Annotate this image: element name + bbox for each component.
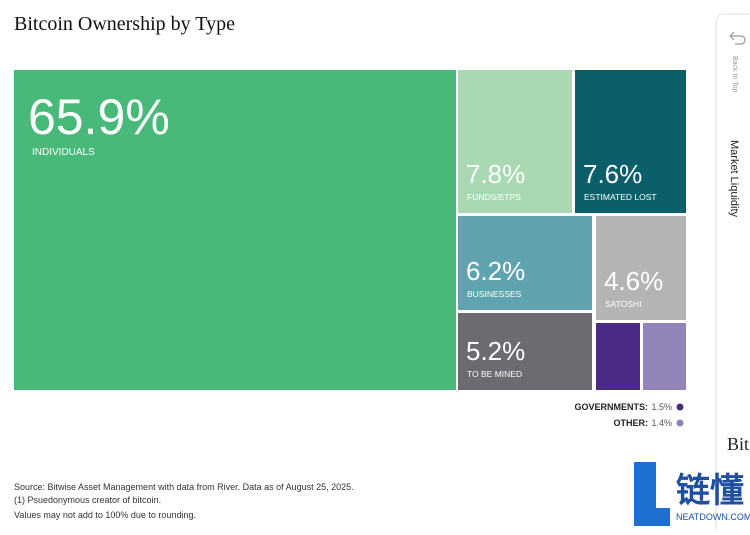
note: (1) Psuedonymous creator of bitcoin. <box>14 495 161 505</box>
tile <box>575 70 686 213</box>
category-label: FUNDS/ETPS <box>467 192 521 202</box>
back-to-top[interactable]: Back to Top <box>731 56 738 93</box>
note: Values may not add to 100% due to roundi… <box>14 510 196 520</box>
tile <box>643 323 686 390</box>
value-label: 4.6% <box>604 266 663 296</box>
legend-swatch <box>676 403 684 411</box>
category-label: INDIVIDUALS <box>32 147 95 158</box>
tile <box>458 70 572 213</box>
back-icon[interactable] <box>729 31 746 45</box>
note: Source: Bitwise Asset Management with da… <box>14 482 354 492</box>
tile <box>458 216 592 310</box>
watermark-name: 链懂 <box>676 472 744 510</box>
value-label: 7.8% <box>466 159 525 189</box>
watermark-site: NEATDOWN.COM <box>676 512 750 522</box>
side-panel: Back to Top Market Liquidity Bit <box>715 13 750 535</box>
value-label: 6.2% <box>466 256 525 286</box>
value-label: 65.9% <box>28 89 170 145</box>
next-section[interactable]: Bit <box>727 434 749 454</box>
legend-swatch <box>676 419 684 427</box>
section-link[interactable]: Market Liquidity <box>728 140 740 218</box>
legend-label: OTHER: <box>614 418 649 428</box>
tile <box>458 313 592 390</box>
tile <box>596 216 686 320</box>
tile <box>596 323 640 390</box>
category-label: SATOSHI <box>605 299 642 309</box>
category-label: BUSINESSES <box>467 289 522 299</box>
chart-title: Bitcoin Ownership by Type <box>14 13 235 35</box>
category-label: ESTIMATED LOST <box>584 192 657 202</box>
legend-label: GOVERNMENTS: <box>574 402 648 412</box>
value-label: 7.6% <box>583 159 642 189</box>
legend-value: 1.4% <box>651 418 672 428</box>
value-label: 5.2% <box>466 336 525 366</box>
tile <box>14 70 456 390</box>
watermark: 链懂 NEATDOWN.COM <box>634 462 750 526</box>
category-label: TO BE MINED <box>467 369 522 379</box>
legend-value: 1.5% <box>651 402 672 412</box>
logo-foot <box>634 508 670 526</box>
